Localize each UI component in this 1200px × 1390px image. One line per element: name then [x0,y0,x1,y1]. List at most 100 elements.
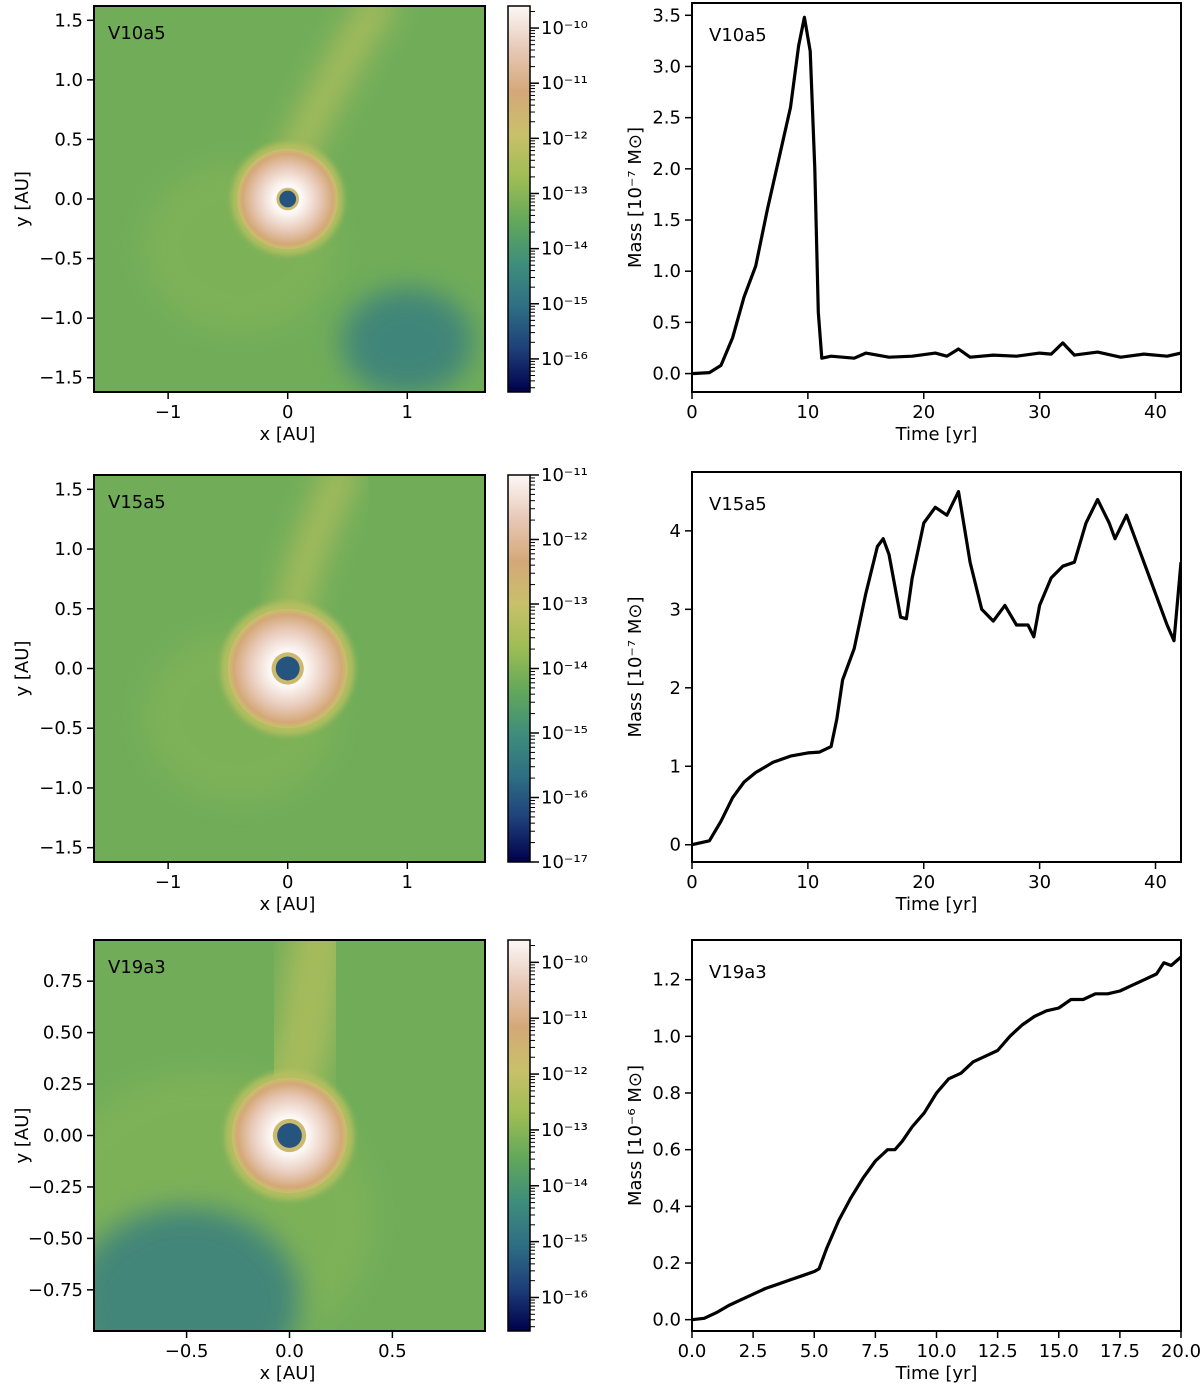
y-tick-label: 0.0 [652,1310,681,1331]
y-tick-label: 3.5 [652,5,681,26]
x-tick-label: 7.5 [861,1341,890,1362]
y-tick-label: 0.50 [43,1023,83,1044]
colorbar-tick-label: 10⁻¹⁰ [541,18,588,39]
plot-frame [691,2,1182,393]
y-tick-label: 1.0 [652,1026,681,1047]
y-tick-label: −1.0 [39,308,83,329]
y-tick-label: 1.0 [652,261,681,282]
y-tick-label: 0.5 [54,129,83,150]
colorbar-tick-label: 10⁻¹⁷ [541,852,588,873]
x-tick-label: 2.5 [739,1341,768,1362]
central-hole [275,656,300,681]
y-tick-label: 3 [670,599,681,620]
y-tick-label: 2.0 [652,159,681,180]
panel-label: V10a5 [108,23,166,44]
density-image [94,6,485,392]
y-axis-label: Mass [10⁻⁷ M⊙] [625,596,646,737]
x-tick-label: 10.0 [916,1341,956,1362]
mass-series-line [692,490,1181,847]
x-tick-label: 20 [912,872,935,893]
y-tick-label: 2.5 [652,108,681,129]
x-tick-label: 17.5 [1100,1341,1140,1362]
y-tick-label: −0.50 [28,1228,83,1249]
colorbar-tick-label: 10⁻¹² [541,1064,588,1085]
x-axis-label: Time [yr] [895,424,978,445]
x-tick-label: 5.0 [800,1341,829,1362]
colorbar-tick-label: 10⁻¹³ [541,1120,588,1141]
central-hole [277,1123,302,1148]
x-tick-label: 30 [1028,402,1051,423]
mass-series-line [692,15,1181,376]
y-axis-label: Mass [10⁻⁶ M⊙] [625,1065,646,1206]
y-tick-label: −1.5 [39,368,83,389]
colorbar [507,5,531,393]
y-tick-label: 1 [670,756,681,777]
y-tick-label: 0.25 [43,1074,83,1095]
x-axis-label: x [AU] [260,424,316,445]
y-tick-label: 0.00 [43,1126,83,1147]
x-tick-label: 12.5 [978,1341,1018,1362]
colorbar-tick-label: 10⁻¹³ [541,594,588,615]
y-tick-label: 0.4 [652,1196,681,1217]
density-image [94,475,485,862]
colorbar-tick-label: 10⁻¹¹ [541,1008,588,1029]
x-tick-label: 10 [796,872,819,893]
colorbar-tick-label: 10⁻¹⁵ [541,723,588,744]
x-tick-label: −0.5 [165,1341,209,1362]
y-axis-label: y [AU] [12,641,33,697]
x-tick-label: 20 [912,402,935,423]
x-tick-label: 0 [282,402,293,423]
mass-plot-v15a5: V15a5 0 10 20 30 40 0 1 2 3 4 Time [yr] Mass [10⁻⁷ M… [625,471,1182,915]
x-tick-label: −1 [155,402,182,423]
y-tick-label: 0.0 [54,659,83,680]
y-tick-label: 0.2 [652,1253,681,1274]
panel-label: V19a3 [709,962,767,983]
y-tick-label: 1.0 [54,70,83,91]
x-tick-label: 20.0 [1161,1341,1200,1362]
panel-label: V15a5 [108,492,166,513]
colorbar-tick-label: 10⁻¹⁵ [541,1232,588,1253]
y-axis-label: y [AU] [12,171,33,227]
x-tick-label: 0 [282,872,293,893]
colorbar-tick-label: 10⁻¹¹ [541,73,588,94]
plot-frame [691,939,1182,1332]
colorbar-tick-label: 10⁻¹⁶ [541,1287,588,1308]
low-density-region [94,1207,300,1331]
colorbar-tick-label: 10⁻¹⁴ [541,659,588,680]
x-tick-label: 1 [402,402,413,423]
accretion-stream [270,475,359,644]
y-tick-label: 1.0 [54,539,83,560]
colorbar [507,474,531,863]
y-tick-label: 4 [670,521,681,542]
y-tick-label: −0.75 [28,1280,83,1301]
y-tick-label: 2 [670,678,681,699]
y-tick-label: 1.5 [54,10,83,31]
plot-frame [691,471,1182,863]
density-map-v10a5: V10a5 −1 0 1 1.5 1.0 0.5 0.0 −0.5 −1.0 −1.5 x [AU] y… [12,5,588,445]
panel-label: V19a3 [108,957,166,978]
x-tick-label: 10 [796,402,819,423]
y-tick-label: 0 [670,835,681,856]
accretion-stream [260,940,350,1124]
central-hole [279,190,297,208]
y-tick-label: 0.0 [652,364,681,385]
x-tick-label: 40 [1144,872,1167,893]
y-tick-label: 1.5 [652,210,681,231]
y-tick-label: −1.0 [39,778,83,799]
y-tick-label: 1.2 [652,970,681,991]
mass-plot-v19a3: V19a3 0.0 2.5 5.0 7.5 10.0 12.5 15.0 17.5 20.0 0.0… [625,939,1200,1384]
density-map-v15a5: V15a5 −1 0 1 1.5 1.0 0.5 0.0 −0.5 −1.0 −1.5 x [AU] y… [12,465,588,915]
y-tick-label: 0.8 [652,1083,681,1104]
density-map-v19a3: V19a3 −0.5 0.0 0.5 0.75 0.50 0.25 0.00 −0.25 −0.5… [12,939,588,1384]
x-tick-label: 1 [402,872,413,893]
y-tick-label: 0.6 [652,1140,681,1161]
x-axis-label: Time [yr] [895,894,978,915]
y-axis-label: Mass [10⁻⁷ M⊙] [625,127,646,268]
y-tick-label: −0.25 [28,1177,83,1198]
x-tick-label: 15.0 [1039,1341,1079,1362]
mass-series-line [692,955,1181,1322]
x-tick-label: 0 [686,402,697,423]
colorbar-tick-label: 10⁻¹⁶ [541,349,588,370]
y-tick-label: 0.0 [54,189,83,210]
